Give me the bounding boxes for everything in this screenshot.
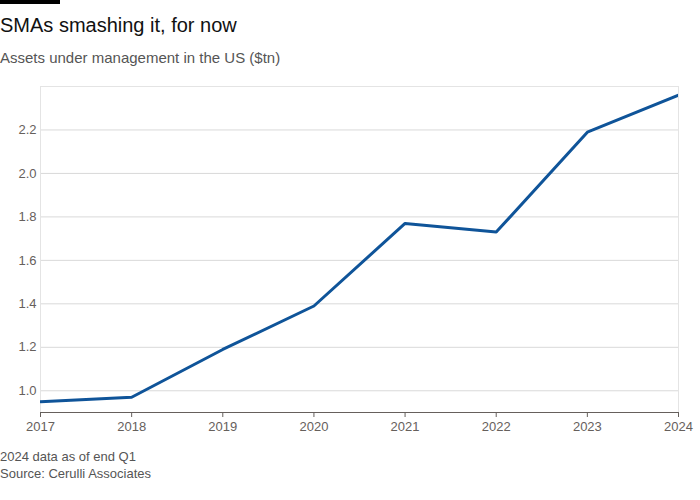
svg-text:1.0: 1.0 — [18, 383, 36, 398]
svg-text:2.0: 2.0 — [18, 166, 36, 181]
svg-text:2018: 2018 — [117, 419, 146, 434]
svg-text:1.8: 1.8 — [18, 209, 36, 224]
svg-text:2022: 2022 — [482, 419, 511, 434]
html-text:Source: Cerulli Associates: Source: Cerulli Associates — [0, 466, 151, 481]
svg-text:2021: 2021 — [391, 419, 420, 434]
svg-text:1.6: 1.6 — [18, 253, 36, 268]
html-text:Assets under management in the: Assets under management in the US ($tn) — [0, 49, 281, 66]
svg-text:2.2: 2.2 — [18, 122, 36, 137]
svg-text:2023: 2023 — [573, 419, 602, 434]
svg-text:2019: 2019 — [208, 419, 237, 434]
svg-text:2024: 2024 — [664, 419, 693, 434]
svg-text:2020: 2020 — [299, 419, 328, 434]
html-text:2024 data as of end Q1: 2024 data as of end Q1 — [0, 449, 136, 464]
html-text:SMAs smashing it, for now: SMAs smashing it, for now — [0, 14, 237, 36]
svg-text:1.2: 1.2 — [18, 339, 36, 354]
svg-text:1.4: 1.4 — [18, 296, 36, 311]
svg-text:2017: 2017 — [26, 419, 55, 434]
